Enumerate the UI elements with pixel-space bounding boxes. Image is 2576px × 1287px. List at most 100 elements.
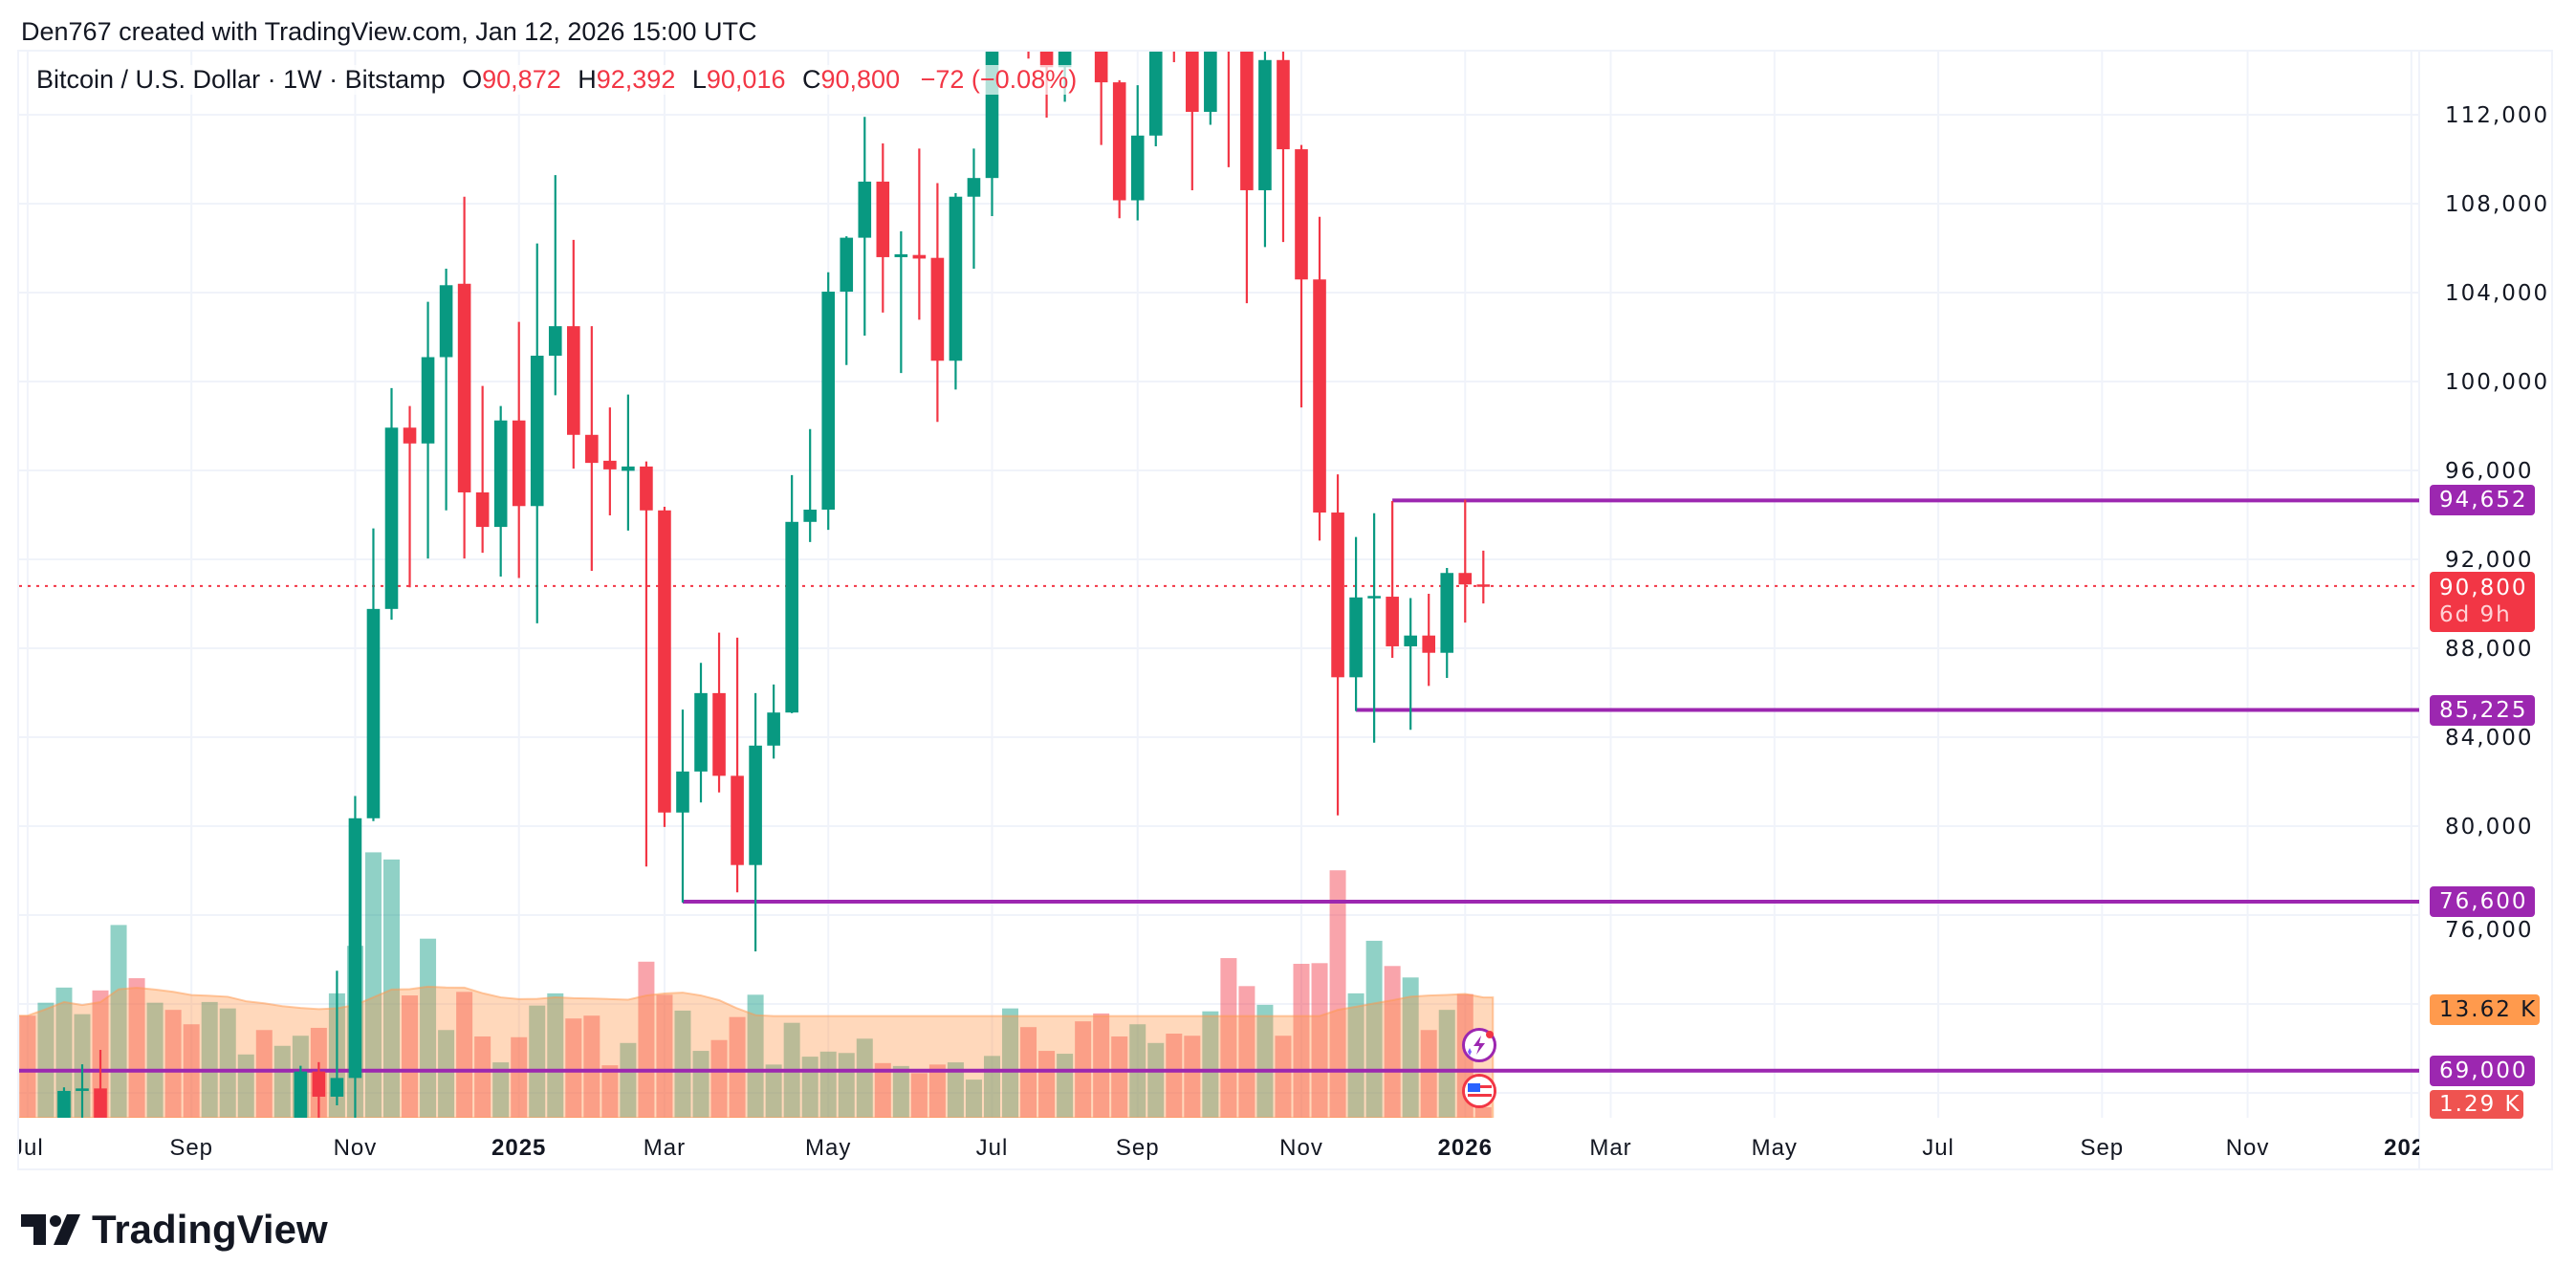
us-flag-event-icon[interactable]: [1462, 1074, 1496, 1108]
candle: [530, 243, 544, 623]
volume-bar: [1474, 1107, 1492, 1118]
candle-body: [366, 608, 381, 818]
volume-bar: [146, 1002, 164, 1118]
candle: [493, 405, 508, 577]
candle-body: [348, 818, 362, 1079]
volume-bar: [601, 1065, 619, 1118]
candle-body: [894, 253, 908, 257]
candle: [603, 407, 617, 516]
tradingview-logo[interactable]: TradingView: [21, 1207, 328, 1253]
volume-bar: [710, 1039, 728, 1118]
candle: [858, 117, 872, 336]
volume-bar: [420, 938, 437, 1118]
volume-bar: [583, 1015, 600, 1118]
candle: [876, 143, 890, 313]
candle: [1476, 550, 1491, 604]
candle-body: [967, 178, 981, 197]
candle: [1386, 500, 1399, 658]
candle: [366, 528, 381, 821]
volume-bar: [128, 978, 145, 1118]
time-axis[interactable]: Jul Sep Nov 2025 Mar May Jul Sep Nov 2026 Mar May Ju…: [11, 1135, 2438, 1161]
price-series: [57, 52, 1491, 1118]
candle-body: [1422, 635, 1436, 653]
volume-bar: [1238, 986, 1255, 1118]
chart-frame: [17, 50, 2553, 1170]
candle-body: [384, 427, 399, 609]
low-label: L: [691, 65, 707, 94]
candle-body: [567, 326, 580, 435]
level-badge-high: 94,652: [2430, 485, 2535, 515]
candle-body: [94, 1088, 107, 1118]
price-tick-label: 112,000: [2445, 103, 2549, 128]
volume-bar: [1420, 1030, 1437, 1118]
candle: [1186, 52, 1199, 190]
time-tick-label: Nov: [1279, 1135, 1323, 1161]
candle-body: [312, 1071, 326, 1097]
candle-body: [912, 254, 927, 259]
candle-body: [1130, 135, 1145, 201]
level-badge-mid: 85,225: [2430, 695, 2535, 726]
volume-bar: [19, 1015, 36, 1118]
candle: [1422, 594, 1436, 687]
time-tick-label: Nov: [2226, 1135, 2270, 1161]
candle-body: [1476, 584, 1491, 587]
candle: [457, 196, 471, 559]
candle: [548, 175, 562, 396]
symbol-legend: Bitcoin / U.S. Dollar · 1W · Bitstamp O9…: [36, 65, 1078, 95]
volume-bar: [565, 1018, 582, 1118]
candle-body: [640, 466, 653, 511]
candle: [1148, 52, 1163, 147]
volume-bar: [1166, 1034, 1183, 1118]
price-axis[interactable]: 112,000 108,000 104,000 100,000 96,000 92,000…: [2445, 103, 2549, 943]
candle-body: [1440, 573, 1454, 653]
price-tick-label: 96,000: [2445, 459, 2533, 484]
candle-body: [949, 196, 963, 361]
candle: [949, 192, 963, 390]
horizontal-levels: [19, 498, 2419, 1073]
open-label: O: [462, 65, 483, 94]
volume-bar: [1184, 1036, 1201, 1118]
candle-body: [694, 692, 708, 772]
candle: [803, 428, 817, 542]
candle: [475, 385, 490, 554]
candle-body: [1058, 52, 1072, 68]
candle-body: [712, 692, 726, 776]
candle-body: [676, 771, 689, 813]
candle: [585, 326, 599, 571]
volume-bar: [1329, 870, 1346, 1118]
candle: [57, 1087, 71, 1118]
candle: [712, 632, 726, 793]
candle-body: [1295, 149, 1308, 280]
volume-bar: [364, 852, 382, 1118]
candle-body: [930, 257, 945, 361]
time-tick-label: 2025: [491, 1135, 546, 1161]
volume-bar: [273, 1045, 291, 1118]
candle-body: [1039, 52, 1054, 68]
close-value: 90,800: [820, 65, 901, 94]
volume-bar: [164, 1010, 182, 1118]
high-label: H: [578, 65, 597, 94]
lightning-event-icon[interactable]: [1462, 1028, 1496, 1062]
candle-body: [731, 775, 744, 865]
candle-body: [530, 356, 544, 507]
open-value: 90,872: [482, 65, 561, 94]
candle-body: [821, 292, 836, 511]
volume-bar: [37, 1002, 55, 1118]
volume-bar: [438, 1030, 455, 1118]
candle: [1349, 536, 1363, 711]
volume-bar: [674, 1010, 691, 1118]
volume-bar: [928, 1064, 946, 1118]
price-tick-label: 92,000: [2445, 548, 2533, 573]
candle-body: [1404, 635, 1417, 646]
volume-bar: [1402, 977, 1419, 1118]
volume-bar: [656, 994, 673, 1118]
volume-bar: [1111, 1036, 1128, 1118]
volume-ma-area: [19, 985, 1495, 1118]
candle-body: [622, 466, 635, 471]
volume-bar: [947, 1062, 964, 1118]
candle-body: [876, 181, 890, 257]
volume-bar: [1311, 963, 1328, 1118]
candle: [1112, 79, 1126, 219]
candle-body: [548, 326, 562, 357]
